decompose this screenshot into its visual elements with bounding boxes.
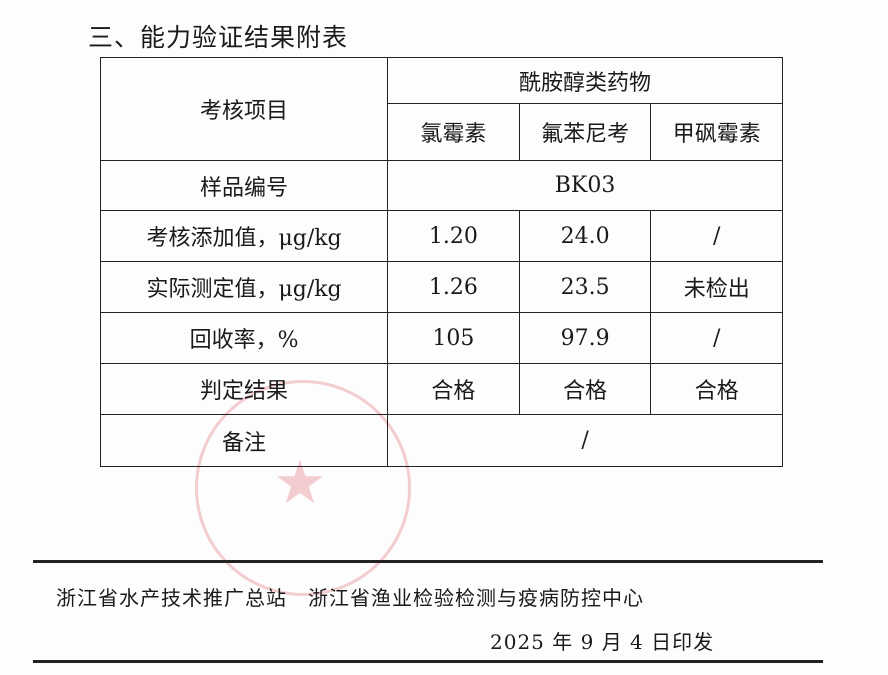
section-heading: 三、能力验证结果附表 <box>88 23 349 52</box>
cell: / <box>650 312 783 364</box>
divider <box>33 560 823 563</box>
group-header: 酰胺醇类药物 <box>387 57 783 104</box>
table-row: 样品编号 BK03 <box>99 160 783 211</box>
issuers: 浙江省水产技术推广总站 浙江省渔业检验检测与疫病防控中心 <box>56 586 644 610</box>
column-header: 氟苯尼考 <box>518 103 652 161</box>
row-label: 考核添加值，μg/kg <box>99 210 389 262</box>
cell: 105 <box>387 312 520 364</box>
divider <box>33 660 823 663</box>
table-row: 备注 / <box>99 414 783 467</box>
row-label: 回收率，% <box>99 312 389 364</box>
table-row: 考核添加值，μg/kg 1.20 24.0 / <box>99 210 783 262</box>
remarks-value: / <box>387 414 783 467</box>
issue-date: 2025 年 9 月 4 日印发 <box>490 630 715 654</box>
cell: 未检出 <box>650 261 783 313</box>
cell: 1.20 <box>387 210 520 262</box>
row-label: 判定结果 <box>99 363 389 415</box>
cell: 合格 <box>387 363 520 415</box>
sample-id: BK03 <box>387 160 783 211</box>
row-label: 样品编号 <box>99 160 389 211</box>
cell: / <box>650 210 783 262</box>
cell: 97.9 <box>518 312 652 364</box>
row-label: 实际测定值，μg/kg <box>99 261 389 313</box>
table-row: 实际测定值，μg/kg 1.26 23.5 未检出 <box>99 261 783 313</box>
table-row: 判定结果 合格 合格 合格 <box>99 363 783 415</box>
cell: 合格 <box>650 363 783 415</box>
row-label: 备注 <box>99 414 389 467</box>
results-table: 考核项目 酰胺醇类药物 氯霉素 氟苯尼考 甲砜霉素 样品编号 BK03 考核添加… <box>99 57 783 467</box>
cell: 24.0 <box>518 210 652 262</box>
column-header: 甲砜霉素 <box>650 103 783 161</box>
column-header: 氯霉素 <box>387 103 520 161</box>
table-row: 回收率，% 105 97.9 / <box>99 312 783 364</box>
cell: 23.5 <box>518 261 652 313</box>
cell: 合格 <box>518 363 652 415</box>
cell: 1.26 <box>387 261 520 313</box>
item-header: 考核项目 <box>99 57 389 161</box>
